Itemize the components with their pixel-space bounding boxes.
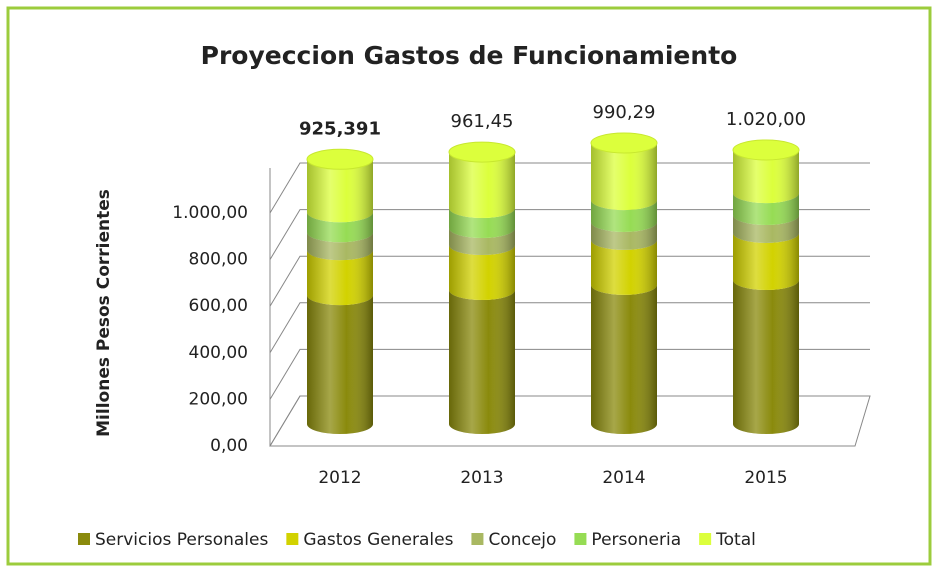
cylinder-shade xyxy=(733,149,799,434)
cylinder-top xyxy=(732,139,800,161)
legend-label: Personeria xyxy=(591,530,681,550)
total-label: 925,391 xyxy=(299,118,381,139)
y-axis-title: Millones Pesos Corrientes xyxy=(94,189,114,437)
total-label: 1.020,00 xyxy=(726,109,806,130)
chart-title: Proyeccion Gastos de Funcionamiento xyxy=(201,41,738,70)
grid-line xyxy=(269,302,870,354)
cylinder-top xyxy=(448,141,516,163)
x-tick-label: 2014 xyxy=(602,468,645,488)
x-tick-label: 2012 xyxy=(318,468,361,488)
cylinder-top xyxy=(306,148,374,170)
grid-line xyxy=(269,162,870,214)
x-tick-label: 2013 xyxy=(460,468,503,488)
total-label: 990,29 xyxy=(593,102,656,123)
grid-line xyxy=(269,255,870,307)
legend-swatch xyxy=(286,533,299,545)
legend-swatch xyxy=(574,533,587,545)
legend-label: Servicios Personales xyxy=(95,530,268,550)
y-tick-label: 600,00 xyxy=(189,296,248,316)
legend-label: Concejo xyxy=(488,530,556,550)
y-tick-label: 0,00 xyxy=(210,436,248,456)
y-tick-label: 800,00 xyxy=(189,250,248,270)
total-label: 961,45 xyxy=(451,111,514,132)
legend-swatch xyxy=(699,533,712,545)
legend-label: Total xyxy=(715,530,756,550)
cylinder-shade xyxy=(307,159,373,434)
y-tick-label: 400,00 xyxy=(189,343,248,363)
y-tick-label: 200,00 xyxy=(189,389,248,409)
y-tick-label: 1.000,00 xyxy=(172,203,248,223)
legend-swatch xyxy=(471,533,484,545)
legend-swatch xyxy=(78,533,90,545)
grid-line xyxy=(269,395,870,447)
cylinder-shade xyxy=(449,152,515,435)
grid-line xyxy=(269,348,870,400)
cylinder-shade xyxy=(591,143,657,434)
cylinder-top xyxy=(590,132,658,154)
x-tick-label: 2015 xyxy=(744,468,787,488)
grid-line xyxy=(269,209,870,260)
legend-label: Gastos Generales xyxy=(303,530,453,550)
